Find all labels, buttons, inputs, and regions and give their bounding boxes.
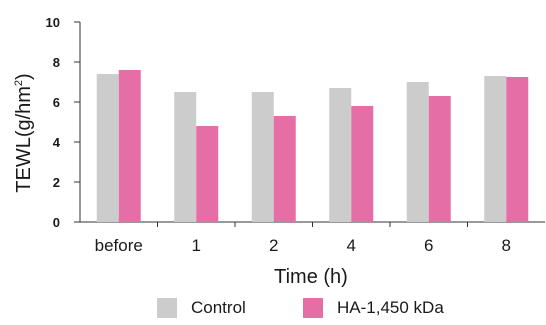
x-axis-labels: before 1 2 4 6 8 <box>95 236 511 255</box>
y-axis-ticks: 0 2 4 6 8 10 <box>46 15 80 230</box>
legend: Control HA-1,450 kDa <box>0 298 546 324</box>
y-axis-title: TEWL(g/hm2) <box>13 73 35 192</box>
x-tick-label: 2 <box>269 236 278 255</box>
y-tick-label: 10 <box>46 15 60 30</box>
y-tick-label: 0 <box>53 215 60 230</box>
x-axis-ticks <box>157 222 468 227</box>
bar-ha-before <box>118 70 141 222</box>
y-axis-title-close: ) <box>13 73 35 80</box>
y-tick-label: 8 <box>53 55 60 70</box>
y-axis-title-superscript: 2 <box>13 80 25 86</box>
bar-control-before <box>96 74 119 222</box>
bar-ha-1 <box>196 126 219 222</box>
legend-item-control: Control <box>157 298 246 318</box>
bar-ha-6 <box>428 96 451 222</box>
legend-label-ha: HA-1,450 kDa <box>337 298 444 317</box>
y-axis-title-main: TEWL(g/hm <box>13 86 35 193</box>
x-tick-label: 8 <box>502 236 511 255</box>
x-tick-label: 4 <box>347 236 356 255</box>
legend-swatch-ha <box>303 298 323 318</box>
bar-control-8 <box>484 76 507 222</box>
x-tick-label: before <box>95 236 143 255</box>
y-tick-label: 2 <box>53 175 60 190</box>
bar-ha-2 <box>273 116 296 222</box>
bar-control-4 <box>329 88 352 222</box>
legend-swatch-control <box>157 298 177 318</box>
legend-item-ha: HA-1,450 kDa <box>303 298 444 318</box>
legend-label-control: Control <box>191 298 246 317</box>
x-tick-label: 6 <box>424 236 433 255</box>
y-tick-label: 4 <box>53 135 61 150</box>
x-tick-label: 1 <box>192 236 201 255</box>
y-tick-label: 6 <box>53 95 60 110</box>
bars <box>96 70 529 222</box>
bar-control-1 <box>174 92 197 222</box>
bar-control-2 <box>251 92 274 222</box>
bar-control-6 <box>406 82 429 222</box>
x-axis-title: Time (h) <box>274 266 348 288</box>
bar-ha-8 <box>506 77 529 222</box>
bar-ha-4 <box>351 106 374 222</box>
